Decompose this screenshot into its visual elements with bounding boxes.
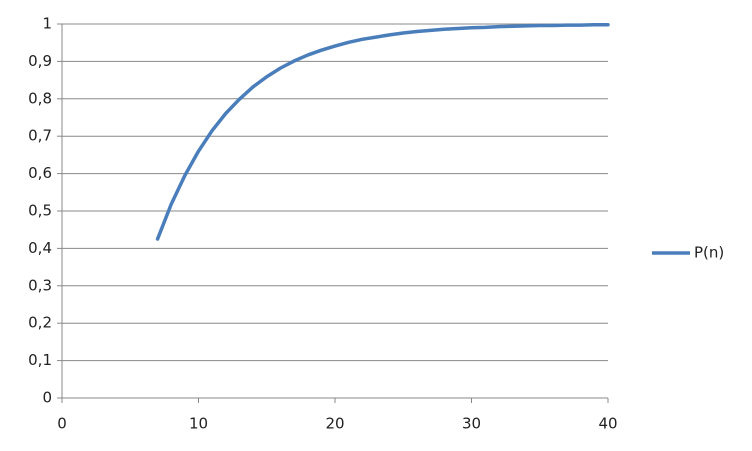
data-line xyxy=(155,22,610,241)
x-tick-label: 20 xyxy=(325,415,344,433)
x-tick-label: 0 xyxy=(57,415,67,433)
y-tick-label: 0,4 xyxy=(28,239,52,257)
x-tick-label: 40 xyxy=(598,415,617,433)
y-tick-label: 0,2 xyxy=(28,314,52,332)
y-tick-label: 0,8 xyxy=(28,89,52,107)
y-tick-label: 0,7 xyxy=(28,127,52,145)
x-tick-label: 30 xyxy=(462,415,481,433)
y-tick-label: 0 xyxy=(42,389,52,407)
y-tick-label: 0,5 xyxy=(28,202,52,220)
y-tick-label: 0,1 xyxy=(28,351,52,369)
y-tick-label: 1 xyxy=(42,15,52,33)
legend-label: P(n) xyxy=(694,244,724,262)
y-tick-label: 0,3 xyxy=(28,276,52,294)
x-tick-label: 10 xyxy=(189,415,208,433)
y-tick-label: 0,9 xyxy=(28,52,52,70)
y-tick-label: 0,6 xyxy=(28,164,52,182)
